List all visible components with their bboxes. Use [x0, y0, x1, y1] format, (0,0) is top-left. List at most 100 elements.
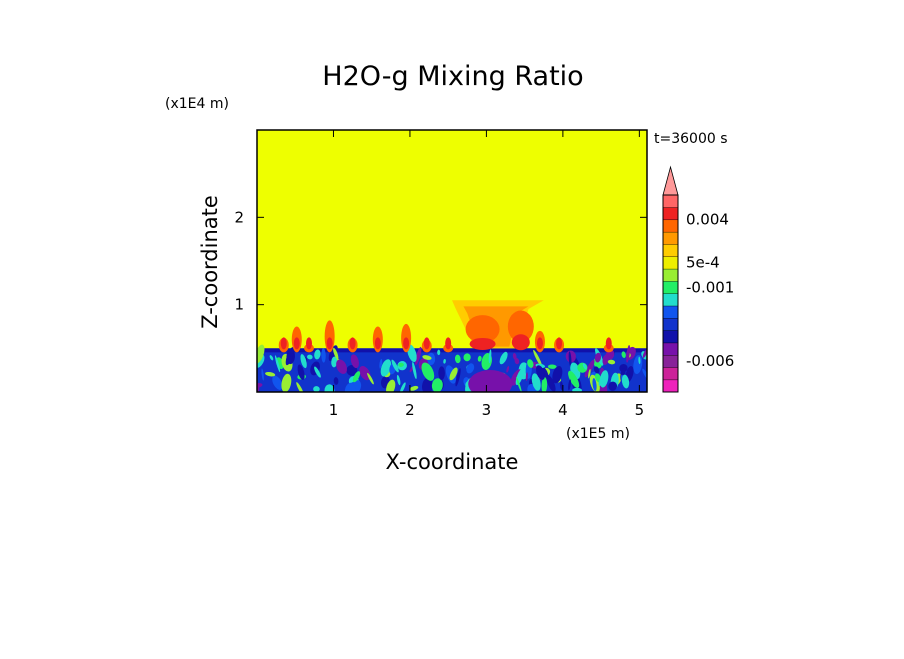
colorbar-segment [663, 207, 678, 220]
field-patch [296, 382, 304, 392]
field-patch [346, 365, 358, 376]
colorbar-segment [663, 281, 678, 294]
field-patch [285, 347, 295, 366]
field-patch [333, 377, 339, 385]
field-patch [313, 386, 320, 392]
colorbar-frame [662, 194, 679, 393]
plume-core [280, 337, 287, 350]
plume-core [349, 337, 356, 350]
field-patch [626, 345, 631, 363]
colorbar-label: -0.006 [686, 352, 734, 370]
x-tick-label: 4 [558, 401, 568, 419]
field-patch [642, 349, 647, 358]
plume-core [445, 337, 452, 350]
field-patch [261, 368, 264, 381]
cloud-core-hot [511, 334, 530, 351]
field-patch [409, 385, 419, 391]
field-patch [619, 364, 628, 373]
field-patch [307, 354, 313, 360]
plume-core [605, 337, 612, 350]
x-tick-label: 1 [329, 401, 339, 419]
field-patch [344, 382, 356, 392]
field-patch [324, 384, 335, 392]
colorbar-segment [663, 355, 678, 368]
field-patch [463, 353, 471, 362]
plume-core [423, 337, 430, 350]
colorbar-segment [663, 231, 678, 245]
colorbar-segment [663, 219, 678, 232]
field-patch [541, 377, 548, 392]
field-patch [588, 368, 591, 379]
field-patch [525, 372, 528, 381]
field-patch [269, 355, 274, 361]
field-patch [602, 354, 610, 365]
colorbar-segment [663, 293, 678, 306]
colorbar-segment [663, 318, 678, 331]
field-patch [314, 349, 321, 360]
field-patch [321, 348, 326, 363]
plot-frame [256, 129, 648, 393]
field-patch [568, 370, 580, 389]
field-patch [367, 372, 374, 385]
field-patch [274, 355, 281, 373]
field-patch [391, 359, 399, 373]
cloud-core [507, 310, 534, 343]
field-patch [621, 351, 626, 358]
field-patch [592, 378, 597, 392]
field-patch [336, 359, 348, 374]
field-patch [516, 376, 522, 392]
field-patch [552, 365, 563, 384]
field-patch [333, 347, 339, 360]
y-axis-title: Z-coordinate [198, 195, 222, 329]
x-scale-label: (x1E5 m) [566, 426, 630, 442]
field-patch [437, 349, 441, 356]
field-patch [547, 364, 557, 369]
colorbar-segment [663, 330, 678, 343]
field-patch [455, 368, 461, 387]
field-patch [607, 359, 616, 365]
field-patch [512, 352, 517, 360]
field-patch [359, 366, 371, 381]
field-patch [431, 378, 443, 392]
field-patch [468, 370, 513, 392]
plume-core [374, 337, 381, 350]
field-patch [398, 362, 404, 367]
colorbar-segment [663, 379, 678, 392]
x-axis: 1 2 3 4 5 [329, 130, 644, 419]
time-label: t=36000 s [654, 131, 728, 147]
y-scale-label: (x1E4 m) [165, 96, 229, 112]
plume-core [326, 337, 333, 350]
field-patch [272, 375, 283, 390]
x-tick-label: 5 [635, 401, 645, 419]
cloud-core-hot [469, 337, 496, 350]
field-patch [407, 344, 417, 363]
field-patch [422, 355, 432, 360]
y-axis: 12 [234, 208, 647, 314]
field-patch [499, 351, 508, 365]
y-tick-label: 2 [234, 208, 244, 226]
field-patch [584, 359, 595, 378]
field-patch [593, 366, 600, 374]
field-patch [379, 358, 383, 369]
x-tick-label: 2 [405, 401, 415, 419]
cloud-core [465, 315, 500, 344]
field-patch [415, 346, 422, 366]
plume-core [306, 337, 312, 350]
field-patch [535, 365, 545, 380]
colorbar: 0.004 5e-4 -0.001 -0.006 [662, 165, 734, 393]
field-patch [598, 376, 604, 386]
colorbar-segment [663, 244, 678, 257]
colorbar-segment [663, 305, 678, 319]
field-patch [477, 355, 482, 362]
field-patch [594, 352, 602, 363]
colorbar-label: 5e-4 [686, 254, 720, 272]
field-patch [454, 354, 461, 364]
field-patch [328, 345, 338, 362]
plume-core [293, 337, 300, 350]
field-patch [531, 373, 541, 391]
field-patch [533, 349, 543, 368]
field-patch [443, 358, 446, 364]
field-patch [297, 364, 305, 380]
plume-core [556, 337, 563, 350]
